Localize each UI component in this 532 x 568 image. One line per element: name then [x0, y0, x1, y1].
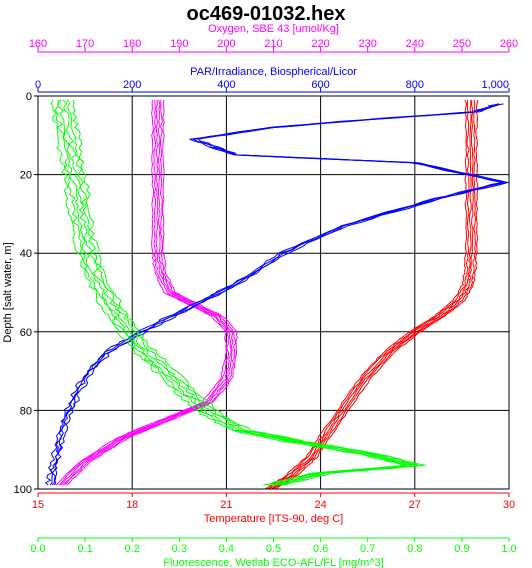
series-line-oxygen — [55, 99, 228, 486]
tick-label-oxygen: 210 — [264, 38, 282, 50]
axis-label-depth: Depth [salt water, m] — [2, 242, 14, 342]
tick-label-fluorescence: 0.8 — [407, 543, 422, 555]
tick-label-depth: 100 — [14, 484, 32, 496]
series-line-par — [51, 103, 505, 486]
tick-label-oxygen: 190 — [170, 38, 188, 50]
series-line-oxygen — [60, 99, 232, 486]
tick-label-temperature: 24 — [314, 499, 326, 511]
tick-label-depth: 0 — [26, 91, 32, 103]
plot-frame — [37, 95, 510, 490]
tick-label-depth: 40 — [20, 248, 32, 260]
tick-label-temperature: 21 — [220, 499, 232, 511]
tick-label-par: 200 — [123, 79, 141, 91]
series-line-fluorescence — [66, 99, 420, 486]
axis-label-fluorescence: Fluorescence, Wetlab ECO-AFL/FL [mg/m^3] — [163, 557, 383, 568]
series-layer — [45, 99, 510, 490]
tick-label-fluorescence: 0.6 — [313, 543, 328, 555]
tick-label-fluorescence: 0.1 — [77, 543, 92, 555]
tick-label-oxygen: 230 — [359, 38, 377, 50]
tick-label-fluorescence: 0.7 — [360, 543, 375, 555]
series-line-temperature — [271, 99, 474, 490]
series-line-temperature — [275, 99, 479, 490]
tick-label-fluorescence: 0.5 — [266, 543, 281, 555]
series-line-temperature — [273, 99, 477, 490]
tick-label-depth: 60 — [20, 327, 32, 339]
tick-label-oxygen: 160 — [29, 38, 47, 50]
tick-label-fluorescence: 1.0 — [501, 543, 516, 555]
series-line-fluorescence — [72, 99, 426, 486]
tick-label-par: 1,000 — [481, 79, 509, 91]
tick-label-temperature: 27 — [409, 499, 421, 511]
grid — [38, 96, 509, 489]
tick-label-par: 0 — [35, 79, 41, 91]
series-line-fluorescence — [62, 99, 419, 486]
axes-layer: 160 170 180 190 200 210 220 230 240 250 260Oxygen,… — [2, 23, 518, 568]
series-line-fluorescence — [54, 99, 408, 486]
series-line-temperature — [266, 99, 470, 490]
series-line-fluorescence — [50, 99, 406, 486]
tick-label-fluorescence: 0.2 — [125, 543, 140, 555]
series-line-temperature — [268, 99, 472, 490]
tick-label-oxygen: 220 — [311, 38, 329, 50]
tick-label-fluorescence: 0.0 — [30, 543, 45, 555]
tick-label-depth: 20 — [20, 170, 32, 182]
tick-label-temperature: 15 — [32, 499, 44, 511]
tick-label-par: 600 — [311, 79, 329, 91]
series-line-par — [53, 103, 510, 486]
axis-label-temperature: Temperature [ITS-90, deg C] — [204, 513, 343, 525]
tick-label-temperature: 18 — [126, 499, 138, 511]
series-line-oxygen — [62, 99, 234, 486]
series-line-oxygen — [66, 99, 238, 486]
tick-label-fluorescence: 0.3 — [172, 543, 187, 555]
tick-label-fluorescence: 0.9 — [454, 543, 469, 555]
tick-label-depth: 80 — [20, 405, 32, 417]
tick-label-oxygen: 260 — [500, 38, 518, 50]
tick-label-oxygen: 200 — [217, 38, 235, 50]
tick-label-par: 800 — [406, 79, 424, 91]
series-line-oxygen — [64, 99, 236, 486]
tick-label-par: 400 — [217, 79, 235, 91]
series-line-par — [45, 103, 503, 486]
tick-label-oxygen: 170 — [76, 38, 94, 50]
series-line-temperature — [264, 99, 468, 490]
series-line-par — [49, 103, 506, 486]
series-line-oxygen — [57, 99, 230, 486]
axis-label-par: PAR/Irradiance, Biospherical/Licor — [190, 66, 357, 78]
tick-label-oxygen: 180 — [123, 38, 141, 50]
tick-label-temperature: 30 — [503, 499, 515, 511]
tick-label-oxygen: 240 — [406, 38, 424, 50]
tick-label-fluorescence: 0.4 — [219, 543, 234, 555]
tick-label-oxygen: 250 — [453, 38, 471, 50]
chart-title: oc469-01032.hex — [186, 3, 345, 25]
axis-label-oxygen: Oxygen, SBE 43 [umol/Kg] — [208, 23, 339, 35]
